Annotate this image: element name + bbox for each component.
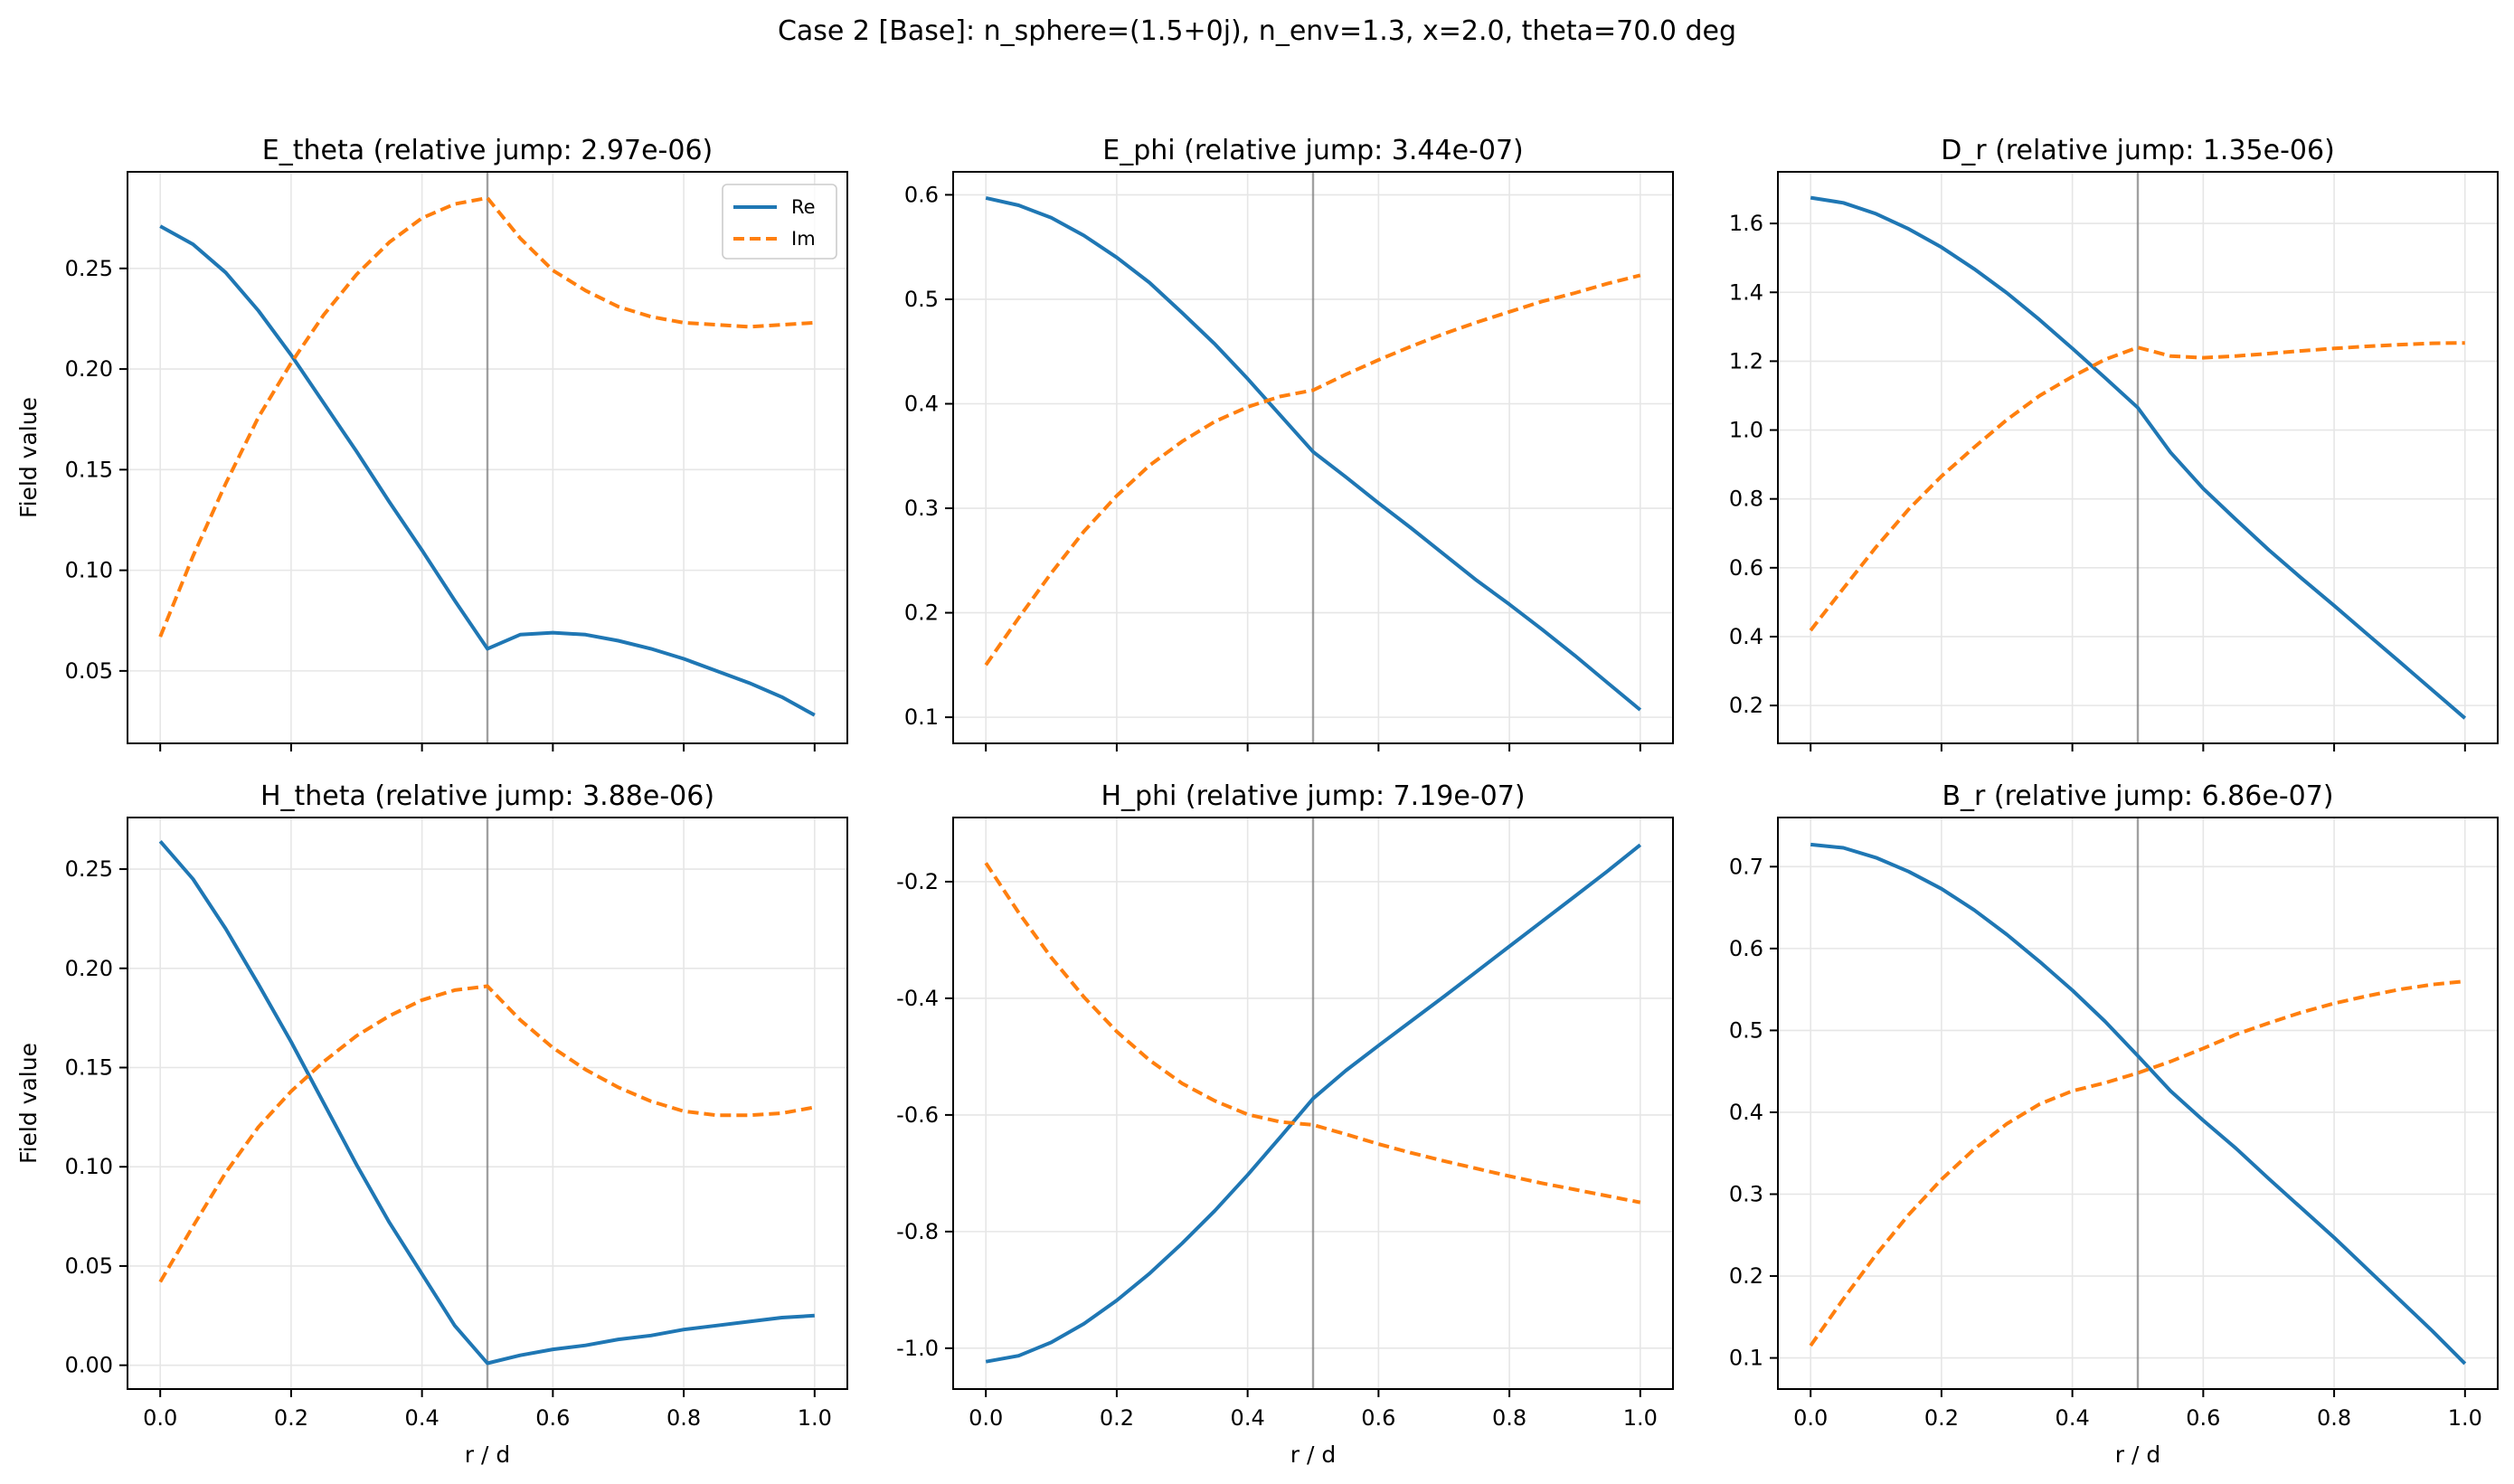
axes-frame: [1777, 817, 2499, 1390]
legend: Re Im: [722, 184, 837, 260]
axes-frame: [952, 817, 1674, 1390]
subplot-title: D_r (relative jump: 1.35e-06): [1941, 135, 2335, 166]
y-tick-label: 0.2: [1729, 693, 1763, 718]
y-tick-label: -0.8: [896, 1219, 939, 1244]
y-tick-label: 0.2: [904, 600, 939, 626]
y-tick-label: 0.6: [904, 182, 939, 207]
y-tick-label: -0.6: [896, 1102, 939, 1128]
y-tick-label: 0.25: [65, 856, 113, 882]
subplot-grid: 0.05 0.10 0.15 0.20 0.25 E_theta (relative ju…: [15, 135, 2499, 1468]
y-tick-label: 0.00: [65, 1353, 113, 1378]
x-tick-label: 0.2: [274, 1405, 308, 1431]
x-axis-label: r / d: [465, 1441, 510, 1468]
y-tick-label: 0.4: [1729, 1100, 1763, 1125]
x-tick-label: 0.8: [2317, 1405, 2351, 1431]
x-axis-label: r / d: [1290, 1441, 1336, 1468]
y-tick-label: 1.2: [1729, 348, 1763, 373]
y-tick-label: 0.10: [65, 1154, 113, 1179]
y-tick-label: 0.8: [1729, 487, 1763, 512]
x-tick-label: 0.0: [969, 1405, 1003, 1431]
series-re-line: [985, 195, 1642, 712]
series-im-line: [1809, 341, 2465, 632]
y-tick-label: 0.2: [1729, 1263, 1763, 1289]
y-tick-label: -0.2: [896, 869, 939, 894]
x-tick-label: 0.6: [535, 1405, 570, 1431]
y-axis-label: Field value: [15, 397, 42, 518]
y-tick-label: 0.3: [1729, 1182, 1763, 1207]
subplot-title: H_theta (relative jump: 3.88e-06): [260, 780, 714, 812]
figure-title: Case 2 [Base]: n_sphere=(1.5+0j), n_env=…: [778, 15, 1736, 47]
y-tick-label: 0.20: [65, 956, 113, 981]
legend-im-label: Im: [791, 228, 816, 250]
y-tick-label: 0.1: [1729, 1346, 1763, 1371]
y-tick-label: 0.4: [1729, 624, 1763, 649]
subplot-2: 0.1 0.2 0.3 0.4 0.5 0.6 E_phi (relative jump: …: [904, 135, 1674, 751]
x-tick-label: 0.2: [1924, 1405, 1959, 1431]
y-tick-label: 0.3: [904, 496, 939, 521]
y-tick-label: 0.05: [65, 658, 113, 684]
subplot-title: E_phi (relative jump: 3.44e-07): [1102, 135, 1524, 166]
axes-frame: [1777, 171, 2499, 744]
x-tick-label: 0.8: [666, 1405, 701, 1431]
x-tick-label: 0.6: [1361, 1405, 1395, 1431]
y-axis-label: Field value: [15, 1043, 42, 1164]
series-re-line: [1810, 842, 2467, 1366]
axes-frame: [127, 171, 848, 744]
series-im-line: [1809, 979, 2465, 1347]
x-axis-label: r / d: [2115, 1441, 2160, 1468]
subplot-title: E_theta (relative jump: 2.97e-06): [262, 135, 714, 166]
subplot-title: H_phi (relative jump: 7.19e-07): [1101, 780, 1525, 812]
series-re-line: [158, 839, 815, 1366]
y-tick-label: 0.6: [1729, 936, 1763, 961]
y-tick-label: 0.10: [65, 558, 113, 583]
x-tick-label: 0.6: [2186, 1405, 2220, 1431]
y-tick-label: 0.6: [1729, 555, 1763, 581]
subplot-6: 0.0 0.2 0.4 0.6 0.8 1.0 0.1 0.2 0.3 0.4 0.5 0.6 0.7 B…: [1729, 780, 2499, 1468]
series-im-line: [158, 195, 815, 638]
y-tick-label: 0.1: [904, 704, 939, 730]
y-tick-label: 1.4: [1729, 279, 1763, 305]
y-tick-label: 0.5: [904, 287, 939, 312]
subplot-4: 0.0 0.2 0.4 0.6 0.8 1.0 0.00 0.05 0.10 0.15 0.20 0.…: [15, 780, 848, 1468]
y-tick-label: 1.0: [1729, 418, 1763, 443]
x-tick-label: 0.2: [1100, 1405, 1134, 1431]
x-tick-label: 0.0: [1793, 1405, 1828, 1431]
series-im-line: [984, 862, 1641, 1205]
axes-frame: [127, 817, 848, 1390]
subplot-1: 0.05 0.10 0.15 0.20 0.25 E_theta (relative ju…: [15, 135, 848, 751]
legend-box: [722, 184, 837, 260]
x-tick-label: 1.0: [1623, 1405, 1658, 1431]
x-tick-label: 0.0: [143, 1405, 177, 1431]
x-tick-label: 0.4: [405, 1405, 439, 1431]
y-tick-label: 0.5: [1729, 1017, 1763, 1043]
y-tick-label: 0.15: [65, 457, 113, 482]
subplot-title: B_r (relative jump: 6.86e-07): [1942, 780, 2333, 812]
y-tick-label: 0.4: [904, 391, 939, 416]
y-tick-label: 0.7: [1729, 854, 1763, 879]
series-re-line: [159, 224, 816, 717]
y-tick-label: 0.20: [65, 356, 113, 382]
x-tick-label: 0.4: [2056, 1405, 2090, 1431]
series-im-line: [158, 984, 816, 1283]
y-tick-label: 0.15: [65, 1055, 113, 1081]
y-tick-label: 0.25: [65, 256, 113, 281]
series-re-line: [985, 843, 1642, 1364]
y-tick-label: -1.0: [896, 1336, 939, 1361]
series-re-line: [1810, 195, 2467, 720]
subplot-3: 0.2 0.4 0.6 0.8 1.0 1.2 1.4 1.6 D_r (relative ju…: [1729, 135, 2499, 751]
x-tick-label: 0.8: [1492, 1405, 1526, 1431]
axes-frame: [952, 171, 1674, 744]
y-tick-label: 0.05: [65, 1253, 113, 1279]
x-tick-label: 1.0: [2448, 1405, 2482, 1431]
subplot-5: 0.0 0.2 0.4 0.6 0.8 1.0 -1.0 -0.8 -0.6 -0.4 -0.2 H_…: [896, 780, 1674, 1468]
x-tick-label: 0.4: [1231, 1405, 1265, 1431]
series-im-line: [984, 273, 1641, 666]
x-tick-label: 1.0: [798, 1405, 832, 1431]
y-tick-label: -0.4: [896, 986, 939, 1011]
legend-re-label: Re: [791, 196, 816, 218]
y-tick-label: 1.6: [1729, 211, 1763, 236]
